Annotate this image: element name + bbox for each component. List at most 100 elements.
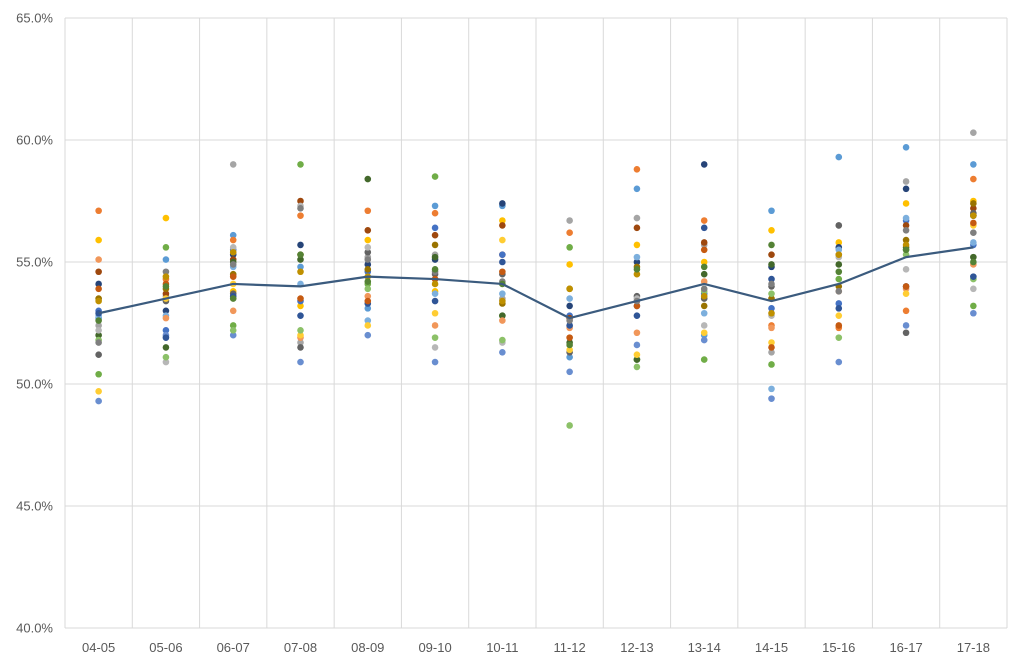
data-point (970, 309, 977, 317)
data-point (835, 239, 843, 246)
data-point (499, 336, 506, 344)
data-point (902, 236, 910, 244)
data-point (633, 363, 641, 371)
x-tick-label: 11-12 (553, 640, 585, 655)
data-point (566, 353, 573, 361)
data-point (835, 251, 843, 258)
data-point (902, 226, 910, 234)
y-tick-label: 55.0% (16, 255, 53, 270)
data-point (499, 258, 506, 266)
data-point (970, 229, 977, 237)
data-point (633, 214, 641, 222)
data-point (162, 334, 170, 341)
data-point (229, 231, 237, 239)
data-point (566, 341, 573, 349)
data-point (297, 295, 304, 302)
data-point (95, 297, 102, 305)
x-tick-label: 14-15 (755, 640, 788, 655)
data-point (902, 290, 910, 298)
data-point (297, 268, 304, 276)
data-point (229, 236, 237, 244)
data-point (633, 270, 641, 278)
data-point (566, 229, 573, 237)
data-point (835, 268, 843, 276)
data-point (700, 278, 708, 285)
data-point (835, 275, 843, 283)
data-point (566, 368, 573, 376)
x-tick-label: 05-06 (149, 640, 182, 655)
data-point (431, 231, 439, 239)
data-point (297, 263, 304, 271)
data-point (364, 331, 372, 339)
data-point (768, 261, 775, 268)
data-point (970, 200, 977, 207)
data-point (566, 261, 573, 268)
data-point (970, 273, 977, 280)
data-point (902, 144, 910, 151)
data-point (95, 256, 102, 263)
data-point (902, 307, 910, 315)
data-point (431, 266, 439, 273)
x-axis-tick-labels: 04-05 05-06 06-07 07-08 08-09 09-10 10-11 11-12… (82, 640, 990, 655)
data-point (700, 292, 708, 300)
data-point (95, 339, 102, 346)
data-point (499, 290, 506, 298)
x-tick-label: 15-16 (822, 640, 855, 655)
data-point (902, 283, 910, 290)
data-point (297, 205, 304, 212)
data-point (229, 261, 237, 268)
data-point (229, 161, 237, 168)
x-tick-label: 06-07 (217, 640, 250, 655)
data-point (297, 197, 304, 205)
data-point (835, 153, 843, 161)
data-point (431, 322, 439, 329)
data-point (162, 353, 170, 361)
data-point (633, 185, 641, 193)
y-tick-label: 65.0% (16, 11, 53, 26)
data-point (835, 312, 843, 319)
data-point (700, 263, 708, 271)
data-point (431, 224, 439, 232)
data-point (700, 302, 708, 310)
data-point (566, 334, 573, 341)
data-point (364, 256, 372, 263)
data-point (162, 256, 170, 263)
data-point (364, 297, 372, 305)
data-point (229, 322, 237, 329)
y-tick-label: 50.0% (16, 377, 53, 392)
data-point (162, 244, 170, 251)
data-point (768, 361, 775, 368)
data-point (633, 312, 641, 319)
data-point (95, 397, 102, 405)
data-point (633, 224, 641, 232)
data-point (364, 226, 372, 234)
data-point (431, 309, 439, 317)
data-point (431, 334, 439, 341)
data-point (768, 309, 775, 317)
data-point (364, 322, 372, 329)
x-tick-label: 09-10 (418, 640, 451, 655)
data-point (297, 331, 304, 339)
data-point (700, 246, 708, 254)
data-point (162, 307, 170, 315)
data-point (229, 295, 237, 302)
data-point (835, 300, 843, 307)
data-point (768, 275, 775, 283)
data-point (835, 322, 843, 329)
data-point (835, 358, 843, 366)
data-point (768, 344, 775, 351)
data-point (499, 317, 506, 324)
data-point (700, 356, 708, 363)
data-point (229, 327, 237, 334)
data-point (162, 283, 170, 290)
data-point (768, 207, 775, 215)
data-point (902, 241, 910, 249)
data-points (95, 129, 977, 429)
data-point (835, 246, 843, 254)
data-point (162, 290, 170, 298)
data-point (297, 302, 304, 310)
data-point (95, 351, 102, 359)
data-point (768, 226, 775, 234)
data-point (431, 241, 439, 249)
